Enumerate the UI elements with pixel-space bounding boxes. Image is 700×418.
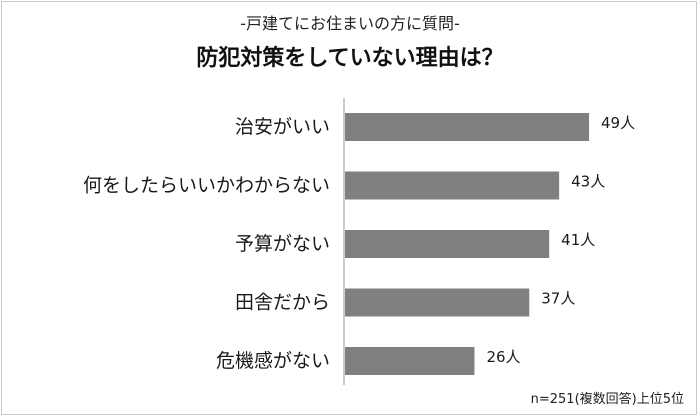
category-label: 何をしたらいいかわからない: [83, 175, 330, 197]
value-label: 26人: [486, 348, 520, 366]
value-label: 37人: [541, 290, 575, 308]
bar: [345, 113, 590, 141]
value-label: 49人: [601, 114, 635, 132]
value-label: 41人: [561, 231, 595, 249]
bar: [345, 230, 550, 258]
bar: [345, 288, 530, 317]
category-label: 治安がいい: [235, 116, 330, 138]
chart-subtitle: -戸建てにお住まいの方に質問-: [240, 14, 460, 33]
value-label: 43人: [571, 173, 605, 191]
category-label: 田舎だから: [235, 292, 330, 314]
chart-title: 防犯対策をしていない理由は？: [196, 46, 504, 71]
bar: [345, 171, 560, 200]
sample-note: n=251(複数回答)上位5位: [530, 392, 684, 407]
category-label: 危機感がない: [216, 350, 330, 372]
bar: [345, 347, 475, 375]
category-label: 予算がない: [235, 233, 330, 255]
